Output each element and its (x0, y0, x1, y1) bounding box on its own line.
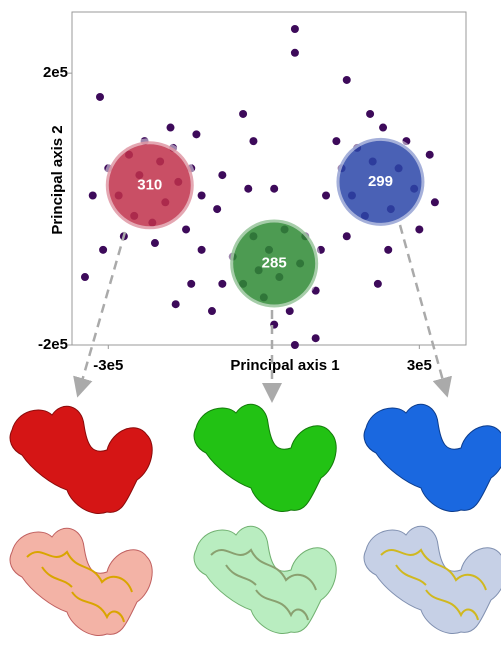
red-map (9, 405, 153, 514)
y-tick-label: 2e5 (43, 64, 68, 81)
point (311, 334, 320, 343)
x-tick-label: 3e5 (407, 357, 432, 374)
plot: -3e5 3e5 2e5 -2e5 310 285 299 (38, 24, 439, 374)
point (366, 109, 375, 118)
arrow (73, 231, 127, 398)
point (197, 191, 206, 200)
point (218, 279, 227, 288)
point (415, 225, 424, 234)
point (285, 307, 294, 316)
point (379, 123, 388, 132)
point (373, 279, 382, 288)
point (244, 184, 253, 193)
green-model (193, 525, 337, 634)
point (213, 205, 222, 214)
point (425, 150, 434, 159)
point (88, 191, 97, 200)
red-model (9, 527, 153, 636)
point (332, 137, 341, 146)
point (95, 92, 104, 101)
point (430, 198, 439, 207)
density-maps (9, 403, 501, 636)
cluster (102, 138, 197, 233)
point (270, 184, 279, 193)
point (290, 48, 299, 57)
point (342, 232, 351, 241)
point (218, 171, 227, 180)
y-axis-label: Principal axis 2 (49, 125, 66, 234)
point (342, 75, 351, 84)
point (166, 123, 175, 132)
point (187, 279, 196, 288)
y-tick-label: -2e5 (38, 336, 68, 353)
plot-frame (71, 11, 467, 346)
cluster-label: 299 (368, 173, 393, 190)
x-tick-label: -3e5 (93, 357, 123, 374)
point (239, 109, 248, 118)
point (171, 300, 180, 309)
blue-map (363, 403, 501, 512)
point (99, 245, 108, 254)
point (207, 307, 216, 316)
x-axis-label: Principal axis 1 (230, 357, 339, 374)
point (192, 130, 201, 139)
point (290, 24, 299, 33)
cluster-label: 285 (262, 254, 287, 271)
point (80, 273, 89, 282)
point (290, 341, 299, 349)
point (150, 239, 159, 248)
arrow (398, 224, 452, 398)
green-map (193, 403, 337, 512)
point (182, 225, 191, 234)
point (322, 191, 331, 200)
cluster (333, 134, 428, 229)
point (249, 137, 258, 146)
arrows (73, 224, 452, 403)
cluster (227, 216, 322, 311)
cluster-label: 310 (137, 176, 162, 193)
point (384, 245, 393, 254)
point (197, 245, 206, 254)
